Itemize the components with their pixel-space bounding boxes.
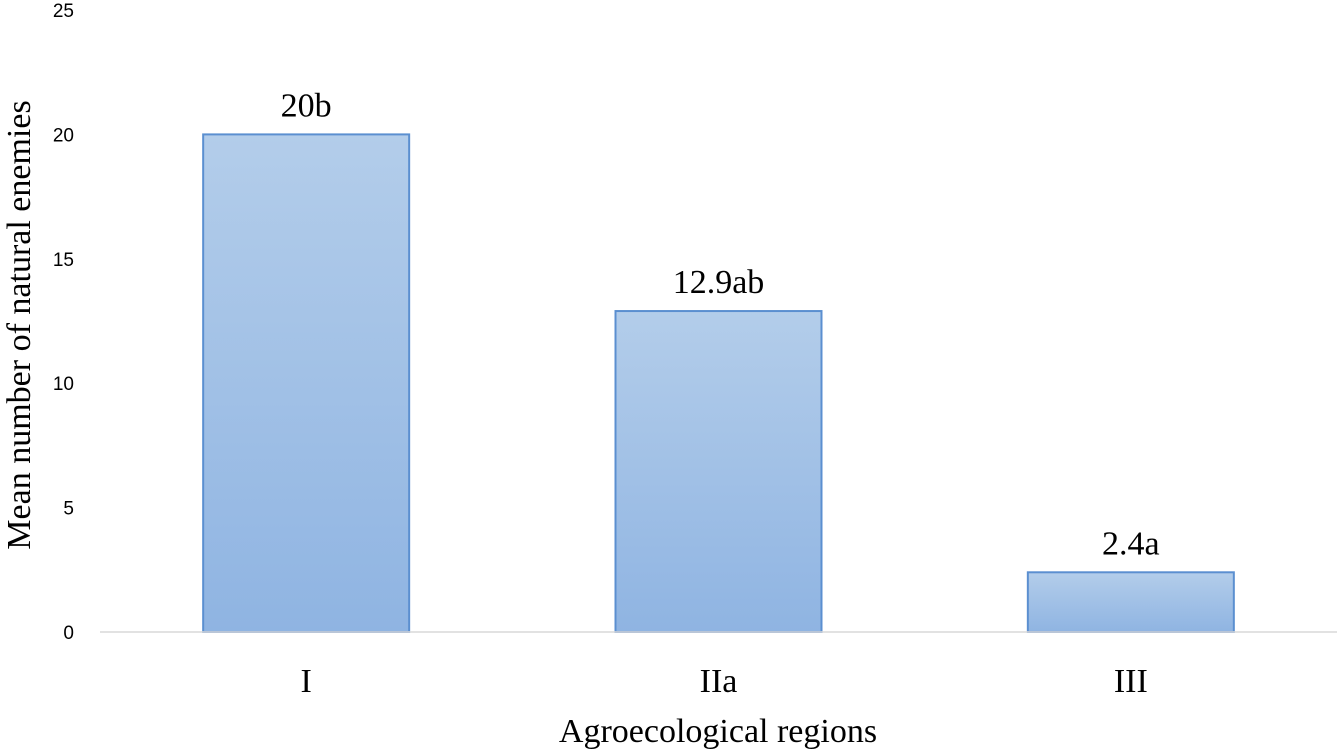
bar	[1026, 571, 1235, 634]
y-axis-title: Mean number of natural enemies	[1, 100, 38, 549]
y-tick-label: 15	[53, 250, 74, 271]
x-tick-label: I	[301, 663, 312, 700]
x-axis-title: Agroecological regions	[559, 713, 877, 750]
bars	[202, 133, 1235, 634]
data-label: 20b	[281, 87, 332, 124]
data-label: 2.4a	[1102, 525, 1160, 562]
x-axis-ticks: I IIa III	[301, 663, 1148, 700]
data-label: 12.9ab	[673, 264, 765, 301]
bar	[202, 133, 411, 633]
bar	[614, 310, 823, 633]
y-tick-label: 0	[63, 623, 74, 644]
y-tick-label: 5	[63, 499, 74, 520]
y-tick-label: 20	[53, 125, 74, 146]
y-axis-ticks: 0 5 10 15 20 25	[53, 1, 74, 644]
y-tick-label: 10	[53, 374, 74, 395]
y-tick-label: 25	[53, 1, 74, 22]
data-labels: 20b 12.9ab 2.4a	[281, 87, 1160, 562]
x-tick-label: IIa	[700, 663, 738, 700]
x-tick-label: III	[1114, 663, 1148, 700]
